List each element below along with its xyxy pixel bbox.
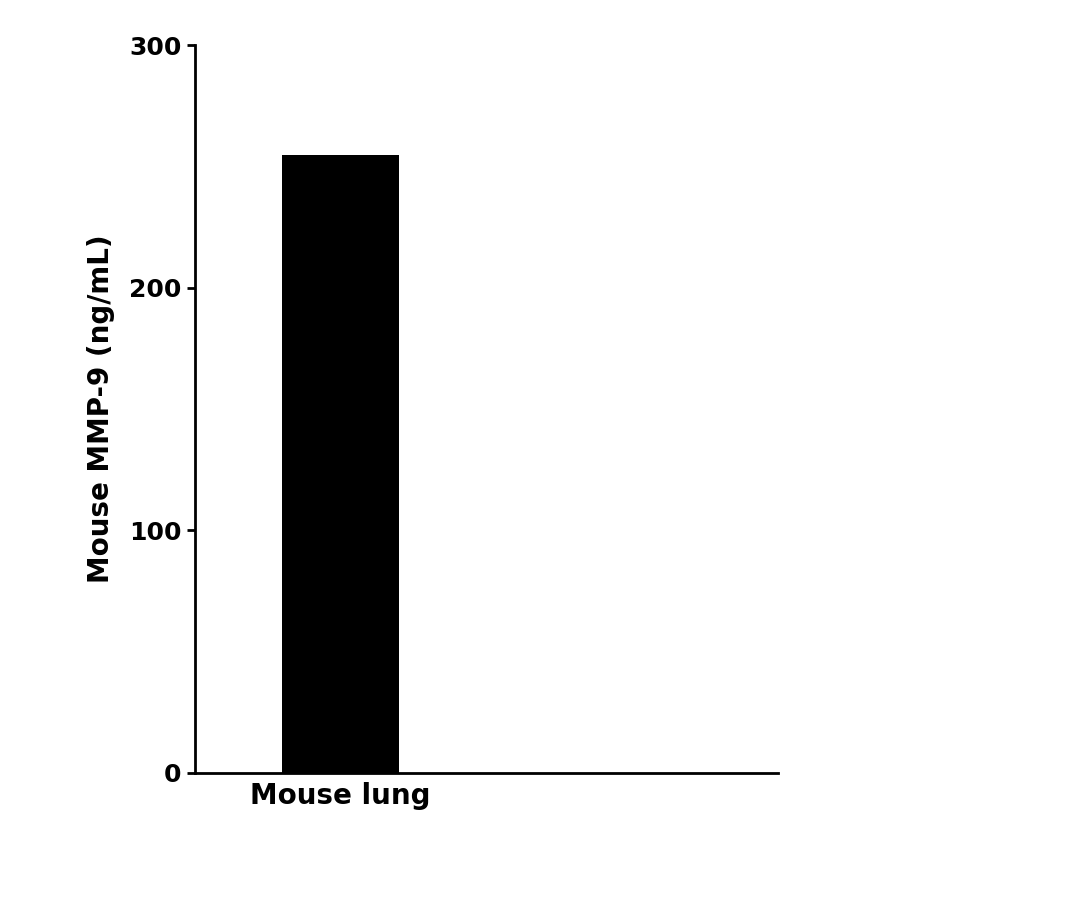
Bar — [282, 155, 399, 773]
Y-axis label: Mouse MMP-9 (ng/mL): Mouse MMP-9 (ng/mL) — [86, 235, 115, 584]
